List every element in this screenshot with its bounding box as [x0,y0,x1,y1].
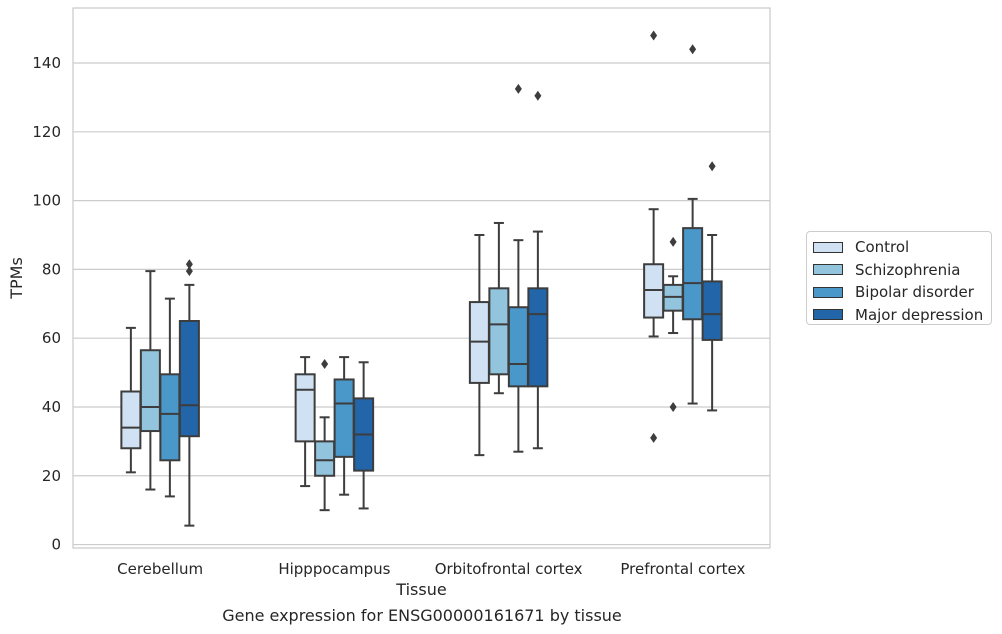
box-body [701,280,723,341]
outlier-point [669,236,677,247]
box-body [178,319,200,438]
legend: Control Schizophrenia Bipolar disorder Majo… [806,231,992,325]
x-tick-label: Hipppocampus [278,560,390,578]
box-2-2 [507,83,529,453]
outlier-point [708,161,716,172]
y-tick-label: 0 [51,536,61,554]
box-2-0 [468,234,490,457]
box-body [488,287,510,376]
chart-caption: Gene expression for ENSG00000161671 by t… [222,606,622,625]
y-tick-label: 20 [42,467,61,485]
legend-item: Schizophrenia [813,259,991,282]
plot-area [72,7,771,549]
legend-label: Control [855,238,910,257]
box-3-3 [701,161,723,412]
legend-swatch [813,309,843,321]
y-tick-label: 120 [32,123,61,141]
y-tick-label: 60 [42,329,61,347]
outlier-point [321,358,329,369]
box-1-1 [314,358,336,512]
x-tick-label: Prefrontal cortex [620,560,745,578]
y-axis-ticks: 0 20 40 60 80 100 120 140 [32,54,61,554]
outlier-point [514,83,522,94]
outlier-point [669,401,677,412]
outlier-point [689,44,697,55]
legend-swatch [813,286,843,298]
box-2-3 [527,90,549,450]
x-axis-ticks: Cerebellum Hipppocampus Orbitofrontal cort… [117,560,745,578]
box-body [139,349,161,433]
legend-swatch [813,241,843,253]
outlier-point [185,266,193,277]
legend-item: Bipolar disorder [813,281,991,304]
box-body [507,306,529,388]
box-1-3 [353,361,375,510]
x-tick-label: Orbitofrontal cortex [435,560,583,578]
x-tick-label: Cerebellum [117,560,203,578]
box-body [294,373,316,443]
y-tick-label: 40 [42,398,61,416]
box-3-2 [682,44,704,405]
y-axis-label: TPMs [7,257,26,300]
box-1-2 [333,356,355,496]
box-groups [120,30,723,527]
outlier-point [534,90,542,101]
box-0-3 [178,259,200,527]
legend-item: Control [813,236,991,259]
box-body [527,287,549,388]
y-tick-label: 100 [32,192,61,210]
legend-label: Schizophrenia [855,260,961,279]
box-body [159,373,181,462]
outlier-point [650,30,658,41]
box-body [682,227,704,321]
legend-label: Major depression [855,305,984,324]
outlier-point [185,259,193,270]
box-2-1 [488,221,510,395]
y-tick-label: 140 [32,54,61,72]
legend-item: Major depression [813,304,991,327]
legend-label: Bipolar disorder [855,283,974,302]
x-axis-label: Tissue [395,580,446,599]
box-body [333,378,355,458]
outlier-point [650,432,658,443]
legend-swatch [813,264,843,276]
y-tick-label: 80 [42,260,61,278]
box-1-0 [294,356,316,488]
box-body [120,390,142,450]
box-body [314,440,336,477]
